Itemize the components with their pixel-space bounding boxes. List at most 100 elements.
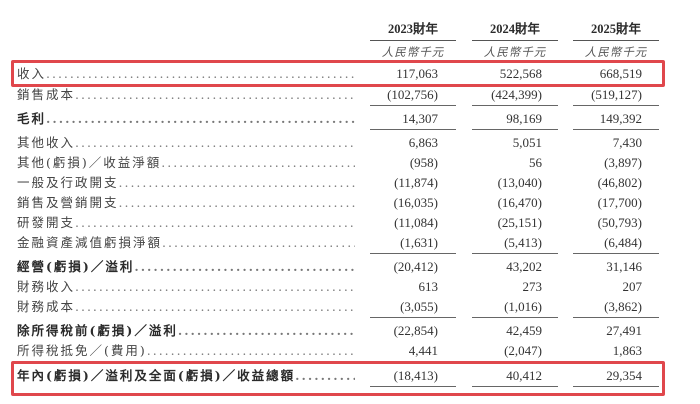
value-2024: (2,047) [504, 343, 542, 358]
value-2023: 6,863 [408, 135, 438, 150]
value-2024: (16,470) [497, 195, 542, 210]
row-label: 收入......................................… [17, 66, 355, 81]
total-rule [472, 386, 558, 387]
value-2023: 14,307 [402, 111, 438, 126]
row-label: 年內(虧損)／溢利及全面(虧損)／收益總額...................… [17, 368, 355, 383]
total-rule [573, 386, 659, 387]
row-label: 所得稅抵免／(費用)..............................… [17, 343, 355, 358]
value-2023: (102,756) [387, 87, 438, 102]
value-2025: 27,491 [606, 323, 642, 338]
row-label: 經營(虧損)／溢利...............................… [17, 259, 355, 274]
row-impairment-losses: 金融資產減值虧損淨額..............................… [0, 233, 700, 253]
column-header-2023: 2023財年 人民幣千元 [370, 18, 456, 59]
value-2025: (3,897) [604, 155, 642, 170]
value-2025: 207 [622, 279, 643, 294]
column-header-2025: 2025財年 人民幣千元 [573, 18, 659, 59]
column-unit: 人民幣千元 [584, 45, 648, 59]
value-2023: (22,854) [393, 323, 438, 338]
value-2023: (11,084) [394, 215, 438, 230]
value-2023: (11,874) [394, 175, 438, 190]
row-label: 毛利......................................… [17, 111, 355, 126]
row-rd-expenses: 研發開支....................................… [0, 213, 700, 233]
column-unit: 人民幣千元 [483, 45, 547, 59]
value-2025: (519,127) [591, 87, 642, 102]
value-2024: 273 [522, 279, 543, 294]
value-2023: 613 [418, 279, 439, 294]
row-label: 一般及行政開支.................................… [17, 175, 355, 190]
value-2024: 98,169 [506, 111, 542, 126]
value-2023: (20,412) [393, 259, 438, 274]
value-2024: 522,568 [499, 66, 542, 81]
value-2023: (18,413) [393, 368, 438, 383]
row-label: 其他(虧損)／收益淨額.............................… [17, 155, 355, 170]
column-unit: 人民幣千元 [381, 45, 445, 59]
row-label: 財務成本....................................… [17, 299, 355, 314]
row-label: 財務收入....................................… [17, 279, 355, 294]
subtotal-rule [370, 129, 456, 130]
value-2024: (5,413) [504, 235, 542, 250]
value-2024: (424,399) [491, 87, 542, 102]
value-2025: 29,354 [606, 368, 642, 383]
column-year: 2024財年 [472, 18, 558, 41]
subtotal-rule [370, 105, 456, 106]
row-label: 銷售成本....................................… [17, 87, 355, 102]
value-2024: 56 [529, 155, 542, 170]
row-total-comprehensive-income: 年內(虧損)／溢利及全面(虧損)／收益總額...................… [0, 366, 700, 386]
row-other-income: 其他收入....................................… [0, 133, 700, 153]
highlight-box-total [11, 361, 665, 396]
subtotal-rule [370, 317, 456, 318]
value-2025: 1,863 [612, 343, 642, 358]
value-2024: 40,412 [506, 368, 542, 383]
value-2023: 117,063 [396, 66, 438, 81]
value-2025: (3,862) [604, 299, 642, 314]
subtotal-rule [472, 105, 558, 106]
value-2024: (1,016) [504, 299, 542, 314]
value-2023: (1,631) [400, 235, 438, 250]
value-2025: 31,146 [606, 259, 642, 274]
value-2025: 668,519 [599, 66, 642, 81]
subtotal-rule [573, 105, 659, 106]
value-2025: 7,430 [612, 135, 642, 150]
row-other-gains-losses: 其他(虧損)／收益淨額.............................… [0, 153, 700, 173]
column-header-2024: 2024財年 人民幣千元 [472, 18, 558, 59]
subtotal-rule [573, 129, 659, 130]
value-2023: (16,035) [393, 195, 438, 210]
row-profit-before-tax: 除所得稅前(虧損)／溢利............................… [0, 321, 700, 341]
column-year: 2023財年 [370, 18, 456, 41]
subtotal-rule [472, 253, 558, 254]
value-2025: (17,700) [597, 195, 642, 210]
row-finance-costs: 財務成本....................................… [0, 297, 700, 317]
value-2025: (50,793) [597, 215, 642, 230]
row-revenue: 收入......................................… [0, 64, 700, 84]
subtotal-rule [573, 253, 659, 254]
row-gross-profit: 毛利......................................… [0, 109, 700, 129]
highlight-box-revenue [11, 60, 665, 87]
value-2023: (3,055) [400, 299, 438, 314]
row-income-tax: 所得稅抵免／(費用)..............................… [0, 341, 700, 361]
value-2025: (46,802) [597, 175, 642, 190]
value-2023: 4,441 [408, 343, 438, 358]
row-label: 除所得稅前(虧損)／溢利............................… [17, 323, 355, 338]
row-label: 銷售及營銷開支.................................… [17, 195, 355, 210]
subtotal-rule [573, 317, 659, 318]
row-operating-profit: 經營(虧損)／溢利...............................… [0, 257, 700, 277]
row-selling-expenses: 銷售及營銷開支.................................… [0, 193, 700, 213]
row-label: 其他收入....................................… [17, 135, 355, 150]
row-finance-income: 財務收入....................................… [0, 277, 700, 297]
row-cost-of-sales: 銷售成本....................................… [0, 85, 700, 105]
subtotal-rule [472, 129, 558, 130]
subtotal-rule [472, 317, 558, 318]
value-2025: 149,392 [599, 111, 642, 126]
row-admin-expenses: 一般及行政開支.................................… [0, 173, 700, 193]
value-2024: (25,151) [497, 215, 542, 230]
total-rule [370, 386, 456, 387]
column-year: 2025財年 [573, 18, 659, 41]
value-2024: 5,051 [512, 135, 542, 150]
row-label: 金融資產減值虧損淨額..............................… [17, 235, 355, 250]
value-2025: (6,484) [604, 235, 642, 250]
subtotal-rule [370, 253, 456, 254]
value-2024: (13,040) [497, 175, 542, 190]
row-label: 研發開支....................................… [17, 215, 355, 230]
value-2024: 43,202 [506, 259, 542, 274]
